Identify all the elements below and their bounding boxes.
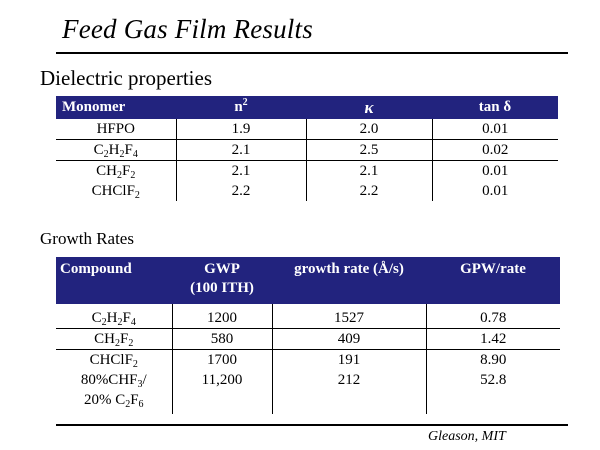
rate-cell: 409 (271, 328, 426, 350)
tan-cell: 0.01 (431, 160, 558, 181)
footer-divider (56, 424, 568, 426)
table-row: C2H2F4 1200 1527 0.78 (56, 304, 560, 329)
gwp-cell: 1200 (171, 304, 272, 329)
growth-heading: Growth Rates (40, 229, 134, 248)
header-gwp: GWP (100 ITH) (172, 257, 272, 304)
table-row: CH2F2 580 409 1.42 (56, 328, 560, 350)
growth-table: Compound GWP (100 ITH) growth rate (Å/s) … (56, 257, 560, 414)
tan-cell: 0.01 (431, 119, 558, 140)
table-row: CH2F2 2.1 2.1 0.01 (56, 160, 558, 181)
kappa-cell: 2.2 (305, 181, 432, 201)
gwp-cell: 1700 (171, 349, 272, 370)
tan-cell: 0.01 (431, 181, 558, 201)
slide-title: Feed Gas Film Results (62, 14, 313, 44)
monomer-cell: CH2F2 (56, 160, 176, 181)
tan-cell: 0.02 (431, 139, 558, 161)
compound-cell: C2H2F4 (91, 310, 136, 328)
rate-cell: 191 (271, 349, 426, 370)
rate-cell: 212 (271, 370, 426, 414)
table-row: HFPO 1.9 2.0 0.01 (56, 119, 558, 140)
monomer-cell: HFPO (96, 121, 135, 137)
kappa-cell: 2.5 (305, 139, 432, 161)
compound-cell: CH2F2 (56, 328, 172, 350)
table-row: CHClF2 1700 191 8.90 (56, 349, 560, 370)
ratio-cell: 1.42 (425, 328, 560, 350)
table-row: C2H2F4 2.1 2.5 0.02 (56, 139, 558, 161)
table-row: 80%CHF3/ 20% C2F6 11,200 212 52.8 (56, 370, 560, 414)
n2-cell: 2.2 (175, 181, 306, 201)
compound-cell: 80%CHF3/ 20% C2F6 (80, 372, 147, 410)
monomer-cell: C2H2F4 (56, 139, 176, 161)
growth-header-row: Compound GWP (100 ITH) growth rate (Å/s) … (56, 257, 560, 304)
rate-cell: 1527 (271, 304, 426, 329)
kappa-cell: 2.1 (305, 160, 432, 181)
header-tan-delta: tan δ (432, 96, 558, 119)
dielectric-table: Monomer n2 κ tan δ HFPO 1.9 2.0 0.01 C2H… (56, 96, 558, 201)
compound-cell: CHClF2 (56, 349, 172, 370)
dielectric-header-row: Monomer n2 κ tan δ (56, 96, 558, 119)
n2-cell: 2.1 (175, 139, 306, 161)
header-growth-rate: growth rate (Å/s) (272, 257, 426, 304)
monomer-cell: CHClF2 (91, 183, 140, 201)
header-kappa: κ (306, 96, 432, 119)
author-credit: Gleason, MIT (428, 429, 506, 444)
n2-cell: 1.9 (175, 119, 306, 140)
gwp-cell: 580 (171, 328, 272, 350)
header-compound: Compound (56, 257, 172, 304)
table-row: CHClF2 2.2 2.2 0.01 (56, 181, 558, 201)
header-monomer: Monomer (56, 96, 176, 119)
dielectric-heading: Dielectric properties (40, 66, 212, 90)
ratio-cell: 8.90 (425, 349, 560, 370)
ratio-cell: 52.8 (425, 370, 560, 414)
header-gpw-rate: GPW/rate (426, 257, 560, 304)
gwp-cell: 11,200 (171, 370, 272, 414)
ratio-cell: 0.78 (425, 304, 560, 329)
title-divider (56, 52, 568, 54)
n2-cell: 2.1 (175, 160, 306, 181)
kappa-cell: 2.0 (305, 119, 432, 140)
header-n2: n2 (176, 96, 306, 119)
